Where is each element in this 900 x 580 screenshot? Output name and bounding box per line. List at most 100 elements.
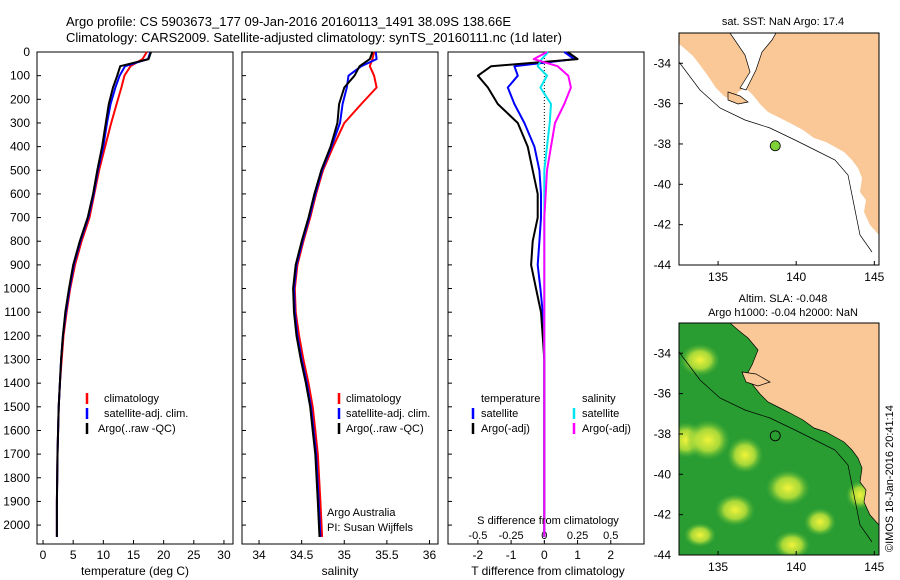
- depth-tick-label: 200: [10, 92, 30, 106]
- map-y-tick-label: -38: [654, 137, 672, 151]
- map-y-tick-label: -42: [654, 508, 672, 522]
- depth-tick-label: 1200: [3, 329, 30, 343]
- x-tick-label: 0: [40, 548, 47, 562]
- depth-tick-label: 900: [10, 258, 30, 272]
- s-tick-label: -0.5: [468, 530, 487, 542]
- depth-tick-label: 600: [10, 187, 30, 201]
- sst-map-title: sat. SST: NaN Argo: 17.4: [722, 16, 844, 28]
- depth-tick-label: 1400: [3, 376, 30, 390]
- temperature-lines: [55, 51, 152, 537]
- map-y-tick-label: -36: [654, 387, 672, 401]
- temperature-legend: climatology satellite-adj. clim. Argo(..…: [85, 393, 188, 435]
- t-difference-xlabel: T difference from climatology: [471, 564, 625, 578]
- x-tick-label: -1: [506, 548, 517, 562]
- x-tick-label: 36: [423, 548, 437, 562]
- x-tick-label: 30: [217, 548, 231, 562]
- x-tick-label: 5: [70, 548, 77, 562]
- x-tick-label: 25: [187, 548, 201, 562]
- depth-tick-label: 400: [10, 140, 30, 154]
- depth-tick-label: 1700: [3, 447, 30, 461]
- map-x-tick-label: 140: [786, 560, 806, 574]
- sst-map-isobath: [679, 61, 873, 253]
- x-tick-label: 1: [574, 548, 581, 562]
- s-difference-label: S difference from climatology: [477, 515, 619, 527]
- pi-label: PI: Susan Wijffels: [327, 522, 413, 534]
- sst-map-panel: sat. SST: NaN Argo: 17.4 135 140 145 -34 -36…: [654, 16, 885, 284]
- sla-map-island: [741, 371, 771, 387]
- t-difference-ticks: -2 -1 0 1 2: [473, 540, 614, 562]
- difference-panel: -2 -1 0 1 2 -0.5 -0.25 0 0.25 0.5 S difference f…: [447, 51, 645, 578]
- depth-tick-label: 1600: [3, 423, 30, 437]
- float-position-marker: [769, 430, 781, 442]
- depth-tick-label: 300: [10, 116, 30, 130]
- depth-tick-label: 700: [10, 211, 30, 225]
- x-tick-label: 0: [541, 548, 548, 562]
- series-line-satellite-adj-clim: [293, 51, 378, 537]
- sla-anomaly-blobs: [679, 344, 874, 555]
- x-tick-label: -2: [473, 548, 484, 562]
- temperature-xlabel: temperature (deg C): [81, 564, 189, 578]
- sla-map-title-line1: Altim. SLA: -0.048: [739, 293, 828, 305]
- map-y-tick-label: -40: [654, 177, 672, 191]
- salinity-x-ticks: 34 34.5 35 35.5 36: [252, 540, 436, 562]
- map-x-tick-label: 135: [708, 560, 728, 574]
- legend-label-argo: Argo(..raw -QC): [98, 423, 176, 435]
- argo-australia-label: Argo Australia: [327, 507, 396, 519]
- depth-tick-label: 1900: [3, 494, 30, 508]
- map-x-tick-label: 145: [864, 560, 884, 574]
- series-line-t-argo-adj: [476, 51, 579, 537]
- sla-map-frame: [678, 322, 880, 556]
- sla-map-land: [729, 323, 879, 526]
- sla-map-isobath: [679, 351, 873, 543]
- series-line-s-argo-adj: [532, 51, 572, 537]
- map-x-tick-label: 135: [708, 270, 728, 284]
- legend-label-climatology: climatology: [346, 393, 402, 405]
- depth-tick-label: 1800: [3, 471, 30, 485]
- figure-title-line1: Argo profile: CS 5903673_177 09-Jan-2016…: [66, 14, 511, 29]
- map-y-tick-label: -40: [654, 467, 672, 481]
- map-x-tick-label: 145: [864, 270, 884, 284]
- float-position-marker: [769, 140, 781, 152]
- depth-tick-label: 100: [10, 69, 30, 83]
- difference-legend: temperature satellite Argo(-adj) salinit…: [471, 393, 631, 435]
- x-tick-label: 34.5: [290, 548, 314, 562]
- temperature-panel: 0100200300400500600700800900100011001200…: [3, 45, 452, 578]
- salinity-axes: [241, 51, 439, 545]
- map-y-tick-label: -44: [654, 258, 672, 272]
- salinity-legend: climatology satellite-adj. clim. Argo(..…: [337, 393, 430, 435]
- map-y-tick-label: -38: [654, 427, 672, 441]
- sst-map-island: [727, 91, 749, 105]
- salinity-panel: 34 34.5 35 35.5 36 salinity climatology sate…: [241, 51, 439, 578]
- series-line-argo-raw-qc: [292, 51, 374, 537]
- sst-map-gulf: [729, 33, 777, 91]
- x-tick-label: 15: [127, 548, 141, 562]
- s-tick-label: 0.25: [567, 530, 588, 542]
- legend-label-s-satellite: satellite: [582, 408, 619, 420]
- map-x-tick-label: 140: [786, 270, 806, 284]
- s-tick-label: 0.5: [603, 530, 618, 542]
- map-y-tick-label: -42: [654, 218, 672, 232]
- x-tick-label: 10: [97, 548, 111, 562]
- sst-map-land: [679, 33, 879, 235]
- map-y-tick-label: -44: [654, 548, 672, 562]
- sst-map-frame: [678, 32, 880, 266]
- depth-tick-label: 0: [23, 45, 30, 59]
- legend-label-t-argo: Argo(-adj): [481, 423, 530, 435]
- figure-title-line2: Climatology: CARS2009. Satellite-adjuste…: [66, 30, 562, 45]
- legend-label-t-satellite: satellite: [481, 408, 518, 420]
- legend-label-s-argo: Argo(-adj): [582, 423, 631, 435]
- depth-ticks: 0 100 200 300 400 500 600 700 800 900 1000 1100 1200…: [3, 45, 452, 532]
- legend-temperature-heading: temperature: [481, 393, 540, 405]
- sla-map-panel: Altim. SLA: -0.048 Argo h1000: -0.04 h20…: [654, 293, 896, 574]
- temperature-axes: [36, 51, 234, 545]
- series-line-climatology: [55, 51, 148, 537]
- x-tick-label: 20: [157, 548, 171, 562]
- x-tick-label: 35.5: [375, 548, 399, 562]
- series-line-argo-raw-qc: [55, 51, 152, 537]
- x-tick-label: 2: [607, 548, 614, 562]
- legend-label-climatology: climatology: [104, 393, 160, 405]
- map-y-tick-label: -36: [654, 97, 672, 111]
- temperature-x-ticks: 0 5 10 15 20 25 30: [40, 540, 231, 562]
- imos-credit: ©IMOS 18-Jan-2016 20:41:14: [884, 405, 896, 552]
